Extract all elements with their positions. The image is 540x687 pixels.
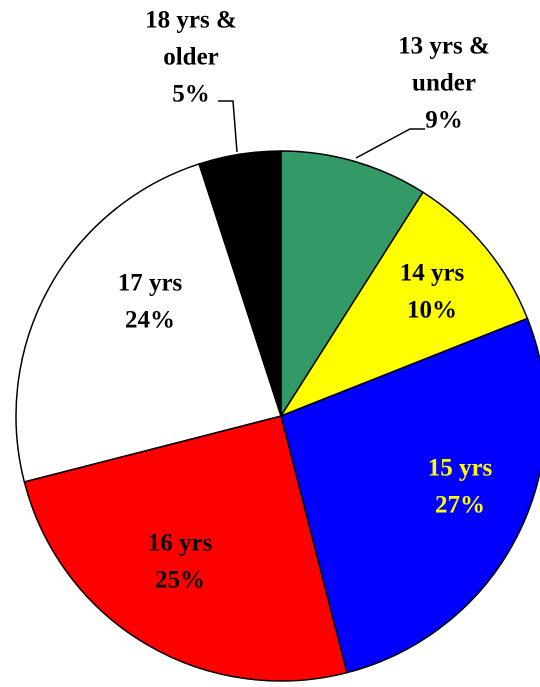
category-label: under: [412, 70, 476, 97]
leader-line: [355, 128, 425, 159]
category-label: older: [163, 44, 219, 71]
value-label: 27%: [435, 492, 485, 519]
slice-label: 18 yrs & older 5%: [145, 7, 237, 108]
value-label: 10%: [407, 297, 457, 324]
category-label: 14 yrs: [400, 260, 465, 287]
pie-slice: [280, 150, 425, 419]
pie-slice: [23, 415, 348, 682]
category-label: 13 yrs &: [398, 33, 490, 60]
slice-label: 13 yrs & under 9%: [398, 33, 490, 134]
slice-label: 14 yrs 10%: [400, 260, 465, 324]
pie-slice: [15, 163, 282, 483]
value-label: 25%: [155, 567, 205, 594]
slice-label: 16 yrs 25%: [148, 530, 213, 594]
category-label: 18 yrs &: [145, 7, 237, 34]
slice-label: 17 yrs 24%: [118, 270, 183, 334]
pie-slice: [279, 191, 529, 418]
category-label: 16 yrs: [148, 530, 213, 557]
category-label: 15 yrs: [428, 455, 493, 482]
pie-slice: [280, 317, 540, 674]
value-label: 9%: [425, 107, 463, 134]
leader-line: [218, 100, 238, 153]
slice-label: 15 yrs 27%: [428, 455, 493, 519]
value-label: 24%: [125, 307, 175, 334]
category-label: 17 yrs: [118, 270, 183, 297]
value-label: 5%: [172, 81, 210, 108]
pie-slice: [198, 150, 282, 417]
